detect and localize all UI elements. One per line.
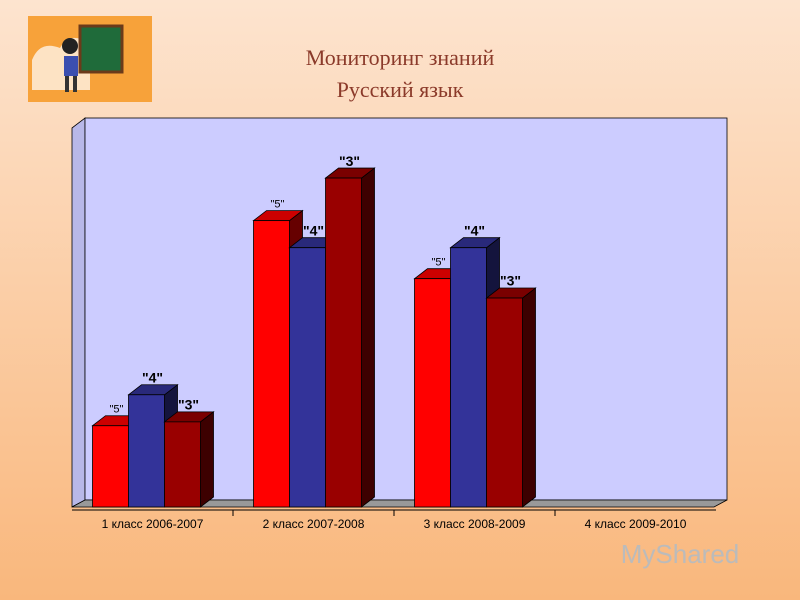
chart-subtitle: Русский язык	[337, 77, 464, 102]
bar	[289, 247, 326, 508]
data-label: "5"	[110, 404, 124, 416]
bar-side	[522, 287, 536, 508]
data-label: "3"	[500, 273, 521, 289]
side-wall	[71, 117, 86, 508]
x-tick-label: 4 класс 2009-2010	[585, 517, 687, 531]
x-tick-label: 2 класс 2007-2008	[263, 517, 365, 531]
data-label: "5"	[432, 257, 446, 269]
bar	[164, 421, 201, 508]
bar-side	[200, 411, 214, 508]
bar	[450, 247, 487, 508]
bar	[325, 177, 362, 508]
data-label: "3"	[178, 397, 199, 413]
bar	[128, 394, 165, 508]
data-label: "4"	[142, 369, 163, 385]
data-label: "5"	[271, 199, 285, 211]
bar	[253, 220, 290, 508]
x-tick-label: 3 класс 2008-2009	[424, 517, 526, 531]
bar	[414, 278, 451, 508]
bar	[486, 297, 523, 508]
x-tick-label: 1 класс 2006-2007	[102, 517, 204, 531]
logo-icon	[28, 16, 152, 102]
watermark: MyShared	[621, 539, 740, 569]
bar-side	[361, 167, 375, 508]
data-label: "4"	[464, 222, 485, 238]
data-label: "4"	[303, 222, 324, 238]
bar	[92, 425, 129, 508]
data-label: "3"	[339, 153, 360, 169]
chart-title: Мониторинг знаний	[306, 45, 495, 70]
